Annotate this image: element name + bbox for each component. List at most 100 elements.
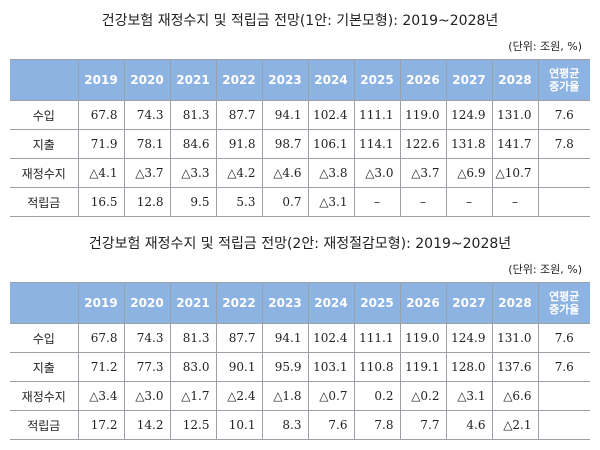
value-cell: 17.2 xyxy=(77,410,125,440)
value-cell: △3.1 xyxy=(445,381,493,411)
cagr-cell: 7.8 xyxy=(537,129,590,159)
year-header: 2028 xyxy=(491,282,539,324)
year-header: 2024 xyxy=(307,282,355,324)
value-cell: 9.5 xyxy=(169,187,217,217)
value-cell: △2.1 xyxy=(491,410,539,440)
cagr-header: 연평균 증가율 xyxy=(537,282,590,324)
value-cell: △4.2 xyxy=(215,158,263,188)
year-header: 2027 xyxy=(445,282,493,324)
value-cell: 137.6 xyxy=(491,352,539,382)
value-cell: 84.6 xyxy=(169,129,217,159)
cagr-header: 연평균 증가율 xyxy=(537,59,590,101)
value-cell: △0.2 xyxy=(399,381,447,411)
table-row: 지출 71.9 78.1 84.6 91.8 98.7 106.1 114.1 122.6 131… xyxy=(10,129,590,159)
value-cell: △3.1 xyxy=(307,187,355,217)
value-cell: 111.1 xyxy=(353,100,401,130)
value-cell: 87.7 xyxy=(215,100,263,130)
value-cell: △0.7 xyxy=(307,381,355,411)
header-row: 2019 2020 2021 2022 2023 2024 2025 2026 2027 2028… xyxy=(10,59,590,101)
value-cell: 106.1 xyxy=(307,129,355,159)
cagr-cell: 7.6 xyxy=(537,323,590,353)
year-header: 2019 xyxy=(77,282,125,324)
cagr-cell xyxy=(537,158,590,188)
value-cell: – xyxy=(399,187,447,217)
value-cell: 0.7 xyxy=(261,187,309,217)
value-cell: △6.9 xyxy=(445,158,493,188)
value-cell: 83.0 xyxy=(169,352,217,382)
year-header: 2020 xyxy=(123,282,171,324)
year-header: 2024 xyxy=(307,59,355,101)
value-cell: 87.7 xyxy=(215,323,263,353)
value-cell: 119.0 xyxy=(399,100,447,130)
corner-cell xyxy=(10,59,79,101)
value-cell: – xyxy=(491,187,539,217)
value-cell: 81.3 xyxy=(169,100,217,130)
value-cell: △3.7 xyxy=(399,158,447,188)
value-cell: △3.4 xyxy=(77,381,125,411)
value-cell: △4.1 xyxy=(77,158,125,188)
value-cell: 111.1 xyxy=(353,323,401,353)
table-row: 지출 71.2 77.3 83.0 90.1 95.9 103.1 110.8 119.1 128… xyxy=(10,352,590,382)
value-cell: – xyxy=(445,187,493,217)
value-cell: △1.7 xyxy=(169,381,217,411)
value-cell: 94.1 xyxy=(261,323,309,353)
row-label: 적립금 xyxy=(10,187,79,217)
cagr-cell: 7.6 xyxy=(537,352,590,382)
value-cell: 0.2 xyxy=(353,381,401,411)
value-cell: 103.1 xyxy=(307,352,355,382)
value-cell: 114.1 xyxy=(353,129,401,159)
value-cell: – xyxy=(353,187,401,217)
year-header: 2025 xyxy=(353,282,401,324)
value-cell: 119.1 xyxy=(399,352,447,382)
value-cell: 91.8 xyxy=(215,129,263,159)
value-cell: 8.3 xyxy=(261,410,309,440)
year-header: 2022 xyxy=(215,282,263,324)
year-header: 2023 xyxy=(261,282,309,324)
value-cell: 7.6 xyxy=(307,410,355,440)
table-row: 재정수지 △3.4 △3.0 △1.7 △2.4 △1.8 △0.7 0.2 △0.2 △3.1 △… xyxy=(10,381,590,411)
value-cell: 131.8 xyxy=(445,129,493,159)
value-cell: △3.3 xyxy=(169,158,217,188)
value-cell: 90.1 xyxy=(215,352,263,382)
year-header: 2021 xyxy=(169,282,217,324)
value-cell: △2.4 xyxy=(215,381,263,411)
table-row: 수입 67.8 74.3 81.3 87.7 94.1 102.4 111.1 119.0 124… xyxy=(10,323,590,353)
value-cell: 12.5 xyxy=(169,410,217,440)
year-header: 2025 xyxy=(353,59,401,101)
data-table: 2019 2020 2021 2022 2023 2024 2025 2026 2027 2028… xyxy=(10,59,590,217)
year-header: 2023 xyxy=(261,59,309,101)
year-header: 2026 xyxy=(399,282,447,324)
value-cell: 67.8 xyxy=(77,323,125,353)
year-header: 2022 xyxy=(215,59,263,101)
year-header: 2026 xyxy=(399,59,447,101)
value-cell: 102.4 xyxy=(307,100,355,130)
value-cell: △10.7 xyxy=(491,158,539,188)
row-label: 재정수지 xyxy=(10,381,79,411)
value-cell: 128.0 xyxy=(445,352,493,382)
cagr-cell: 7.6 xyxy=(537,100,590,130)
value-cell: △1.8 xyxy=(261,381,309,411)
unit-label: (단위: 조원, %) xyxy=(508,263,582,276)
row-label: 수입 xyxy=(10,100,79,130)
value-cell: 12.8 xyxy=(123,187,171,217)
value-cell: 102.4 xyxy=(307,323,355,353)
value-cell: 98.7 xyxy=(261,129,309,159)
value-cell: 131.0 xyxy=(491,100,539,130)
year-header: 2028 xyxy=(491,59,539,101)
year-header: 2019 xyxy=(77,59,125,101)
cagr-cell xyxy=(537,410,590,440)
value-cell: 124.9 xyxy=(445,100,493,130)
value-cell: 4.6 xyxy=(445,410,493,440)
value-cell: 124.9 xyxy=(445,323,493,353)
value-cell: 119.0 xyxy=(399,323,447,353)
value-cell: △4.6 xyxy=(261,158,309,188)
table-title: 건강보험 재정수지 및 적립금 전망(1안: 기본모형): 2019~2028년 xyxy=(101,13,499,29)
unit-label: (단위: 조원, %) xyxy=(508,40,582,53)
value-cell: 14.2 xyxy=(123,410,171,440)
row-label: 적립금 xyxy=(10,410,79,440)
value-cell: △3.8 xyxy=(307,158,355,188)
value-cell: 110.8 xyxy=(353,352,401,382)
value-cell: 16.5 xyxy=(77,187,125,217)
value-cell: 141.7 xyxy=(491,129,539,159)
corner-cell xyxy=(10,282,79,324)
